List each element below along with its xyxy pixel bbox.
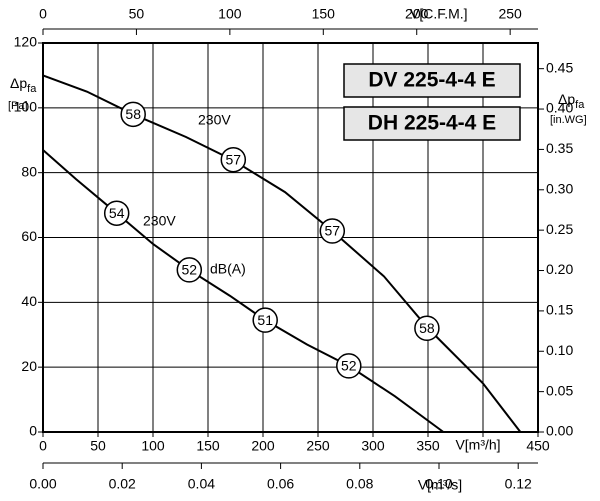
db-marker <box>414 315 440 342</box>
x2-tick-label: 100 <box>218 6 242 22</box>
db-marker <box>176 257 203 283</box>
db-marker <box>252 307 278 333</box>
y2-axis-title: Δpfa <box>558 91 585 111</box>
y2-tick-label: 0.35 <box>546 140 573 156</box>
db-marker-label: 54 <box>109 205 125 221</box>
series-label: 230V <box>198 112 231 128</box>
y2-tick-label: 0.25 <box>546 221 573 237</box>
y2-tick-label: 0.20 <box>546 261 573 277</box>
y2-tick-label: 0.05 <box>546 382 573 398</box>
x-tick-label: 250 <box>306 438 330 454</box>
x3-tick-label: 0.00 <box>29 476 56 492</box>
y2-tick-label: 0.10 <box>546 342 573 358</box>
db-marker-label: 52 <box>182 262 198 278</box>
model-label: DV 225-4-4 E <box>368 69 495 92</box>
y-tick-label: 100 <box>14 99 38 115</box>
y-tick-label: 60 <box>21 228 37 244</box>
db-marker <box>120 101 146 128</box>
x3-tick-label: 0.06 <box>267 476 294 492</box>
plot-frame <box>42 42 539 433</box>
x-tick-label: 200 <box>251 438 275 454</box>
x-tick-label: 0 <box>39 438 47 454</box>
x-tick-label: 300 <box>361 438 385 454</box>
y2-tick-label: 0.30 <box>546 180 573 196</box>
y-tick-label: 120 <box>14 34 38 50</box>
y-tick-label: 20 <box>21 358 37 374</box>
y-axis-symbol: Δp <box>10 75 27 91</box>
y2-tick-label: 0.45 <box>546 59 573 75</box>
x3-axis-title: V[m³/s] <box>418 477 462 493</box>
x3-tick-label: 0.02 <box>109 476 136 492</box>
unit-label: dB(A) <box>210 261 246 277</box>
y2-tick-label: 0.00 <box>546 423 573 439</box>
y-tick-label: 80 <box>21 163 37 179</box>
curve <box>42 74 522 433</box>
db-marker <box>319 218 346 244</box>
db-marker-label: 51 <box>257 312 273 328</box>
x2-tick-label: 50 <box>129 6 145 22</box>
y-axis-sub: fa <box>27 83 37 95</box>
x3-tick-label: 0.10 <box>425 476 452 492</box>
x2-tick-label: 150 <box>312 6 336 22</box>
series-label: 230V <box>143 213 176 229</box>
x-tick-label: 350 <box>416 438 440 454</box>
y2-axis-sub: fa <box>575 99 585 111</box>
x2-axis-title: V[C.F.M.] <box>410 6 468 22</box>
x-tick-label: 450 <box>526 438 550 454</box>
model-box <box>343 106 521 141</box>
db-marker-label: 58 <box>125 106 141 122</box>
x3-tick-label: 0.04 <box>188 476 215 492</box>
x-axis-title: V[m³/h] <box>455 437 500 453</box>
db-marker <box>336 353 362 379</box>
db-marker-label: 57 <box>325 223 341 239</box>
db-marker <box>220 146 247 173</box>
x-tick-label: 50 <box>90 438 106 454</box>
x3-tick-label: 0.08 <box>346 476 373 492</box>
x2-tick-label: 0 <box>39 6 47 22</box>
x2-tick-label: 200 <box>405 6 429 22</box>
db-marker-label: 58 <box>419 320 435 336</box>
model-box <box>343 63 521 98</box>
y2-axis-symbol: Δp <box>558 91 575 107</box>
curve <box>42 149 444 433</box>
x3-tick-label: 0.12 <box>505 476 532 492</box>
y2-axis-unit: [in.WG] <box>550 114 587 126</box>
x2-tick-label: 250 <box>498 6 522 22</box>
y-axis-unit: [Pa] <box>8 100 28 112</box>
y2-tick-label: 0.40 <box>546 100 573 116</box>
x-tick-label: 150 <box>196 438 220 454</box>
y-tick-label: 40 <box>21 293 37 309</box>
model-label: DH 225-4-4 E <box>368 112 496 135</box>
x-tick-label: 100 <box>141 438 165 454</box>
db-marker-label: 57 <box>226 151 242 167</box>
db-marker-label: 52 <box>341 358 357 374</box>
y-axis-title: Δpfa <box>10 75 37 95</box>
db-marker <box>103 200 130 226</box>
y-tick-label: 0 <box>29 423 37 439</box>
y2-tick-label: 0.15 <box>546 302 573 318</box>
